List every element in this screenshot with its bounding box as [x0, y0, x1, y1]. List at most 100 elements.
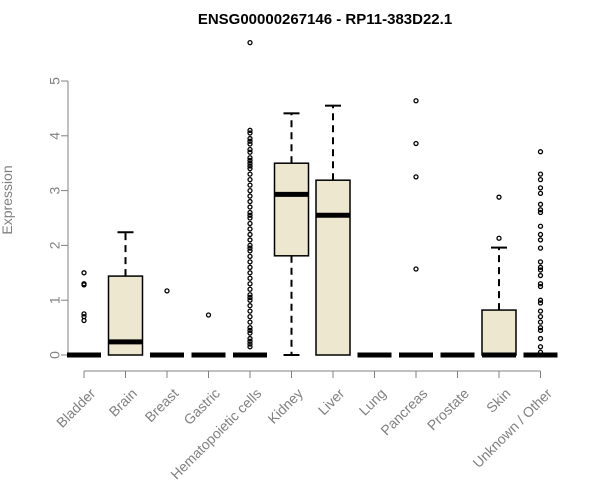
x-tick-label: Kidney [264, 385, 306, 427]
outlier-point [537, 201, 544, 207]
box-breast [150, 288, 184, 358]
outlier-point [537, 171, 544, 177]
outlier-point [537, 245, 544, 251]
y-tick-label: 1 [47, 296, 63, 304]
outlier-point [413, 98, 419, 104]
outlier-point [247, 313, 253, 320]
outlier-point [537, 149, 544, 155]
outlier-point [537, 344, 544, 350]
box-unknown-other [523, 149, 558, 358]
outlier-point [537, 297, 544, 303]
outlier-point [247, 155, 253, 161]
outlier-point [247, 39, 253, 46]
outlier-point [537, 259, 544, 265]
outlier-point [537, 300, 544, 306]
outlier-point [81, 311, 87, 317]
outlier-point [247, 286, 253, 292]
outlier-point [537, 281, 544, 287]
x-tick-label: Lung [356, 385, 389, 418]
outlier-point [247, 248, 253, 254]
box-bladder [67, 270, 101, 358]
outlier-point [247, 245, 253, 251]
outlier-point [247, 193, 253, 199]
outlier-point [537, 223, 544, 229]
outlier-point [247, 204, 253, 210]
outlier-point [247, 341, 253, 347]
outlier-point [537, 185, 544, 191]
y-tick-label: 2 [47, 241, 63, 249]
outlier-point [247, 308, 253, 314]
outlier-point [247, 135, 253, 142]
box-kidney [273, 112, 310, 356]
x-tick-label: Breast [142, 385, 182, 425]
outlier-point [413, 140, 419, 147]
outlier-point [537, 190, 544, 196]
outlier-point [537, 231, 544, 238]
outlier-point [247, 138, 253, 144]
outlier-point [247, 253, 253, 260]
outlier-point [81, 317, 87, 324]
outlier-point [537, 237, 544, 243]
outlier-point [537, 349, 544, 355]
x-tick-label: Bladder [53, 385, 99, 431]
outlier-point [247, 226, 253, 232]
outlier-point [496, 194, 502, 200]
outlier-point [247, 187, 253, 194]
outlier-point [247, 149, 253, 155]
box-brain [107, 231, 144, 356]
outlier-point [205, 312, 212, 318]
outlier-point [537, 272, 544, 279]
x-tick-label: Skin [483, 385, 514, 416]
outlier-point [537, 264, 544, 270]
x-tick-label: Brain [106, 385, 140, 419]
box-body [315, 179, 351, 356]
outlier-point [247, 160, 253, 166]
box-liver [315, 104, 351, 356]
y-tick-label: 3 [47, 186, 63, 194]
outlier-point [247, 270, 253, 276]
outlier-point [247, 303, 253, 309]
outlier-point [247, 319, 253, 325]
outlier-point [247, 297, 253, 303]
y-tick-label: 4 [47, 132, 63, 140]
outlier-point [247, 275, 253, 281]
outlier-point [247, 171, 253, 177]
outlier-point [247, 163, 253, 169]
outlier-point [247, 212, 253, 218]
y-tick-label: 0 [47, 351, 63, 359]
outlier-point [247, 324, 253, 331]
outlier-point [413, 174, 419, 180]
outlier-point [247, 335, 253, 342]
outlier-point [247, 198, 253, 205]
outlier-point [537, 327, 544, 333]
outlier-point [247, 281, 253, 287]
axes: 0 1 2 3 4 5 [47, 77, 541, 378]
outlier-point [247, 209, 253, 216]
box-body [273, 162, 310, 257]
chart-title: ENSG00000267146 - RP11-383D22.1 [198, 11, 452, 28]
outlier-point [537, 207, 544, 213]
x-tick-label: Unknown / Other [469, 385, 555, 471]
box-gastric [191, 312, 226, 358]
outlier-point [247, 237, 253, 243]
outlier-point [537, 209, 544, 216]
outlier-point [247, 215, 253, 221]
box-skin [481, 194, 517, 358]
outlier-point [247, 338, 253, 344]
outlier-point [247, 176, 253, 183]
outlier-point [247, 220, 253, 227]
y-axis-label: Expression [0, 165, 15, 234]
box-pancreas [399, 98, 433, 358]
outlier-point [247, 344, 253, 350]
outlier-point [247, 242, 253, 249]
boxes [67, 39, 558, 358]
x-tick-label: Prostate [424, 385, 472, 433]
outlier-point [81, 282, 87, 288]
outlier-point [537, 267, 544, 273]
outlier-point [247, 292, 253, 298]
outlier-point [247, 146, 253, 153]
outlier-point [247, 127, 253, 133]
